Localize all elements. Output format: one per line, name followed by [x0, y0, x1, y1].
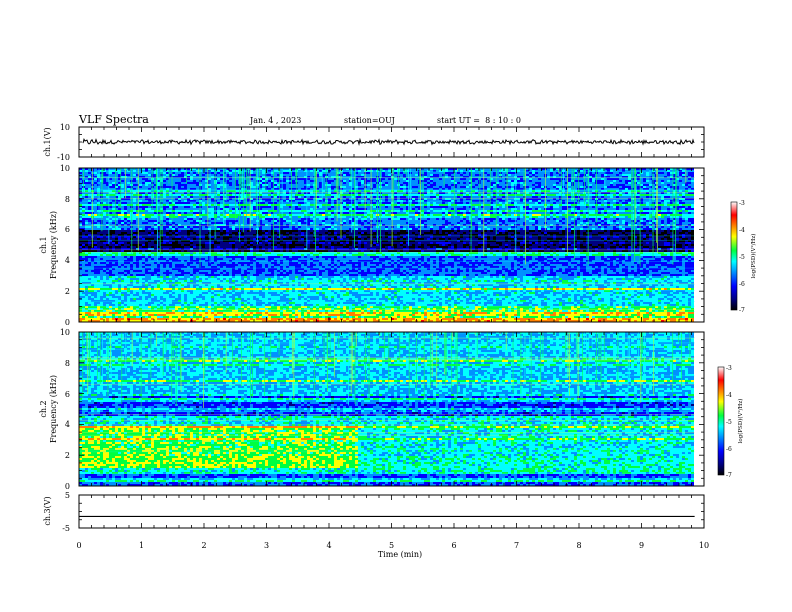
ch2-colorbar-gradient: [718, 367, 724, 475]
ch3-ytick-top: 5: [65, 491, 70, 500]
ch1-waveform-ylabel: ch.1(V): [43, 127, 52, 156]
ch1-ytick-6: 6: [65, 225, 70, 234]
ch1-spectrogram-yticks: 0 2 4 6 8 10: [60, 164, 70, 327]
ch2-ytick-0: 0: [65, 482, 70, 491]
ch2-ytick-10: 10: [60, 328, 70, 337]
x-tick-label: 9: [639, 541, 644, 550]
figure-title: VLF Spectra: [78, 113, 149, 126]
figure-date: Jan. 4 , 2023: [249, 116, 301, 125]
ch1-ytick-10: 10: [60, 164, 70, 173]
x-tick-label: 5: [389, 541, 394, 550]
ch1-colorbar: -3 -4 -5 -6 -7 log(PSD)(V²/Hz): [731, 200, 757, 314]
ch2-ytick-8: 8: [65, 359, 70, 368]
ch1-cbar-tick-m5: -5: [739, 254, 745, 261]
ch2-ytick-4: 4: [65, 420, 70, 429]
x-tick-label: 10: [699, 541, 709, 550]
ch1-ytick-bottom: -10: [57, 153, 70, 162]
x-tick-label: 8: [576, 541, 581, 550]
x-tick-label: 2: [201, 541, 206, 550]
x-tick-label: 0: [76, 541, 81, 550]
ch3-waveform-panel: 5 -5 ch.3(V): [43, 491, 704, 533]
ch2-cbar-tick-m6: -6: [726, 446, 732, 453]
x-axis-label: Time (min): [378, 550, 422, 559]
ch1-colorbar-label: log(PSD)(V²/Hz): [750, 234, 757, 279]
ch3-ytick-bottom: -5: [62, 524, 70, 533]
ch1-ytick-8: 8: [65, 195, 70, 204]
ch2-spectrogram-image: [79, 332, 704, 486]
ch1-ytick-0: 0: [65, 318, 70, 327]
ch2-cbar-tick-m7: -7: [726, 472, 732, 479]
ch1-ytick-2: 2: [65, 287, 70, 296]
ch1-spectrogram-ylabel-channel: ch.1: [39, 236, 48, 253]
ch1-spectrogram-image: [79, 168, 704, 322]
figure-station: station=OUJ: [344, 116, 395, 125]
ch1-cbar-tick-m3: -3: [739, 200, 745, 207]
ch1-colorbar-gradient: [731, 202, 737, 310]
ch2-spectrogram-ylabel-channel: ch.2: [39, 400, 48, 417]
x-tick-label: 3: [264, 541, 269, 550]
ch1-waveform-panel: 10 -10 ch.1(V): [43, 123, 704, 162]
ch2-colorbar: -3 -4 -5 -6 -7 log(PSD)(V²/Hz): [718, 365, 744, 479]
ch1-ytick-4: 4: [65, 256, 70, 265]
ch2-cbar-tick-m3: -3: [726, 365, 732, 372]
ch2-ytick-2: 2: [65, 451, 70, 460]
ch1-spectrogram-panel: 0 2 4 6 8 10 ch.1 Frequency (kHz): [39, 164, 704, 327]
ch1-cbar-tick-m4: -4: [739, 227, 745, 234]
ch2-spectrogram-panel: 0 2 4 6 8 10 ch.2 Frequency (kHz): [39, 328, 704, 491]
ch2-ytick-6: 6: [65, 390, 70, 399]
ch2-cbar-tick-m4: -4: [726, 392, 732, 399]
ch1-cbar-tick-m6: -6: [739, 281, 745, 288]
ch1-ytick-top: 10: [60, 123, 70, 132]
x-tick-label: 4: [326, 541, 331, 550]
ch2-colorbar-label: log(PSD)(V²/Hz): [737, 399, 744, 444]
ch2-cbar-tick-m5: -5: [726, 419, 732, 426]
ch3-waveform-ylabel: ch.3(V): [43, 496, 52, 525]
ch2-spectrogram-yticks: 0 2 4 6 8 10: [60, 328, 70, 491]
ch1-cbar-tick-m7: -7: [739, 307, 745, 314]
x-tick-label: 7: [514, 541, 519, 550]
ch2-spectrogram-ylabel-freq: Frequency (kHz): [49, 375, 58, 443]
x-axis-tick-labels: 0 1 2 3 4 5 6 7 8 9 10: [76, 541, 709, 550]
ch1-spectrogram-ylabel-freq: Frequency (kHz): [49, 211, 58, 279]
x-tick-label: 6: [451, 541, 456, 550]
figure-start-ut: start UT = 8 : 10 : 0: [437, 116, 521, 125]
x-tick-label: 1: [139, 541, 144, 550]
